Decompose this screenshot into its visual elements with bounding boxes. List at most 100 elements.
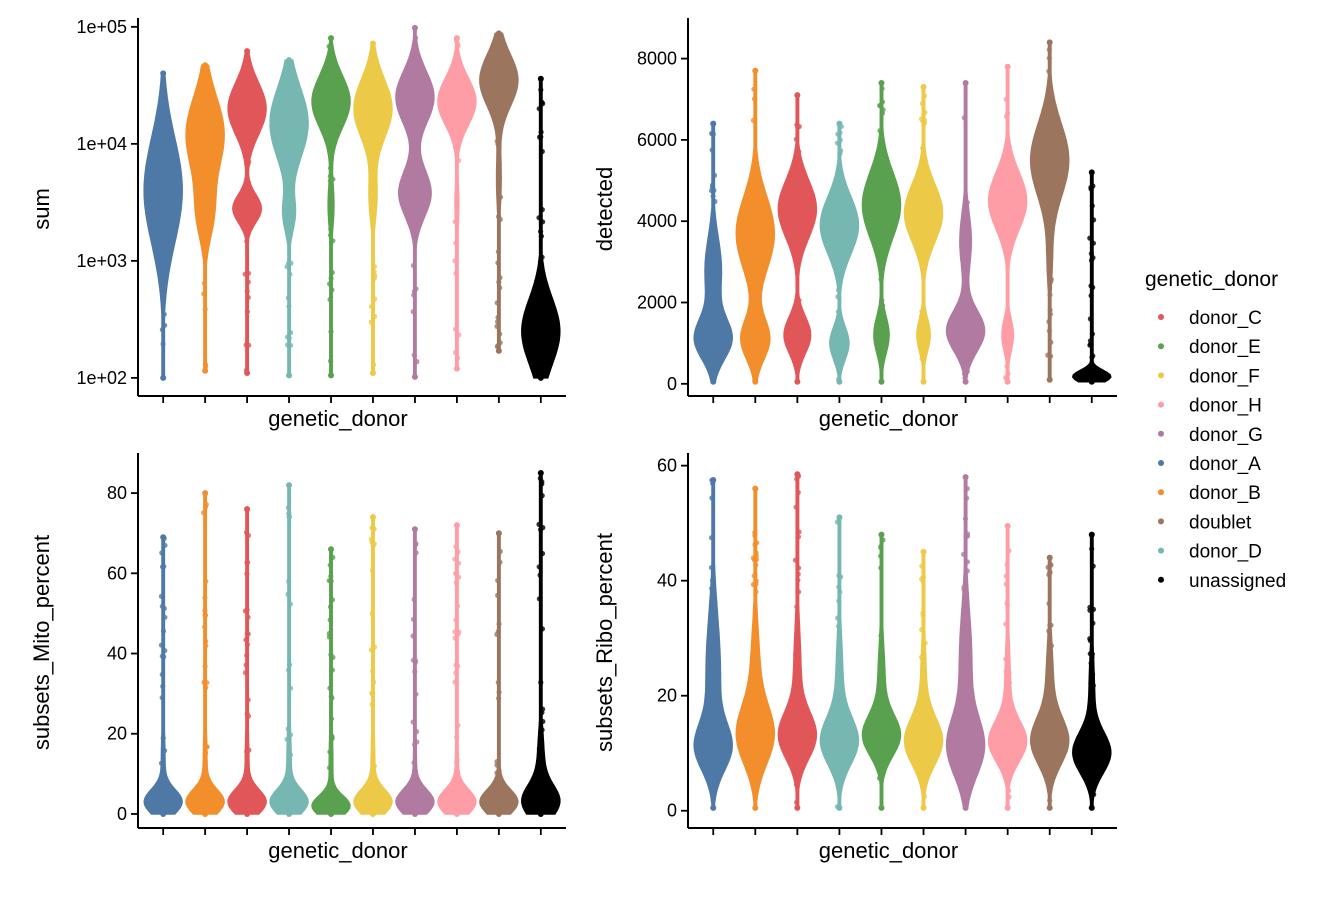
violin-point [412, 232, 418, 238]
violin-points [1045, 554, 1055, 811]
violin-point [452, 679, 458, 685]
violin-max-point [160, 70, 167, 77]
violin-point [1003, 573, 1009, 579]
violin-point [919, 313, 925, 319]
violin-point [838, 250, 845, 256]
violin-point [287, 271, 293, 277]
violin-point [1087, 604, 1093, 610]
violin-point [203, 504, 209, 510]
violin-point [328, 358, 334, 364]
violin-point [753, 562, 759, 568]
violin-point [371, 97, 377, 103]
violin-point [328, 127, 334, 133]
violin-point [878, 272, 884, 278]
violin-point [452, 349, 459, 356]
violin-point [287, 685, 294, 691]
violin-point [328, 652, 334, 658]
violin-point [453, 271, 459, 277]
violin-point [159, 671, 165, 678]
violin-point [453, 580, 459, 586]
violin-point [285, 789, 291, 795]
violin-point [1088, 773, 1094, 780]
violin-point [455, 355, 461, 361]
violin-point [964, 559, 971, 565]
violin-point [794, 604, 800, 610]
legend-title: genetic_donor [1145, 268, 1278, 291]
y-tick-label: 1e+04 [76, 134, 127, 154]
violin-point [880, 537, 886, 543]
violin-doublet [479, 530, 519, 817]
violin-point [877, 155, 883, 161]
violin-point [1004, 600, 1010, 606]
violin-min-point [411, 810, 418, 817]
violin-point [878, 748, 884, 754]
violin-point [369, 701, 375, 708]
violin-point [201, 165, 207, 171]
violin-point [963, 260, 970, 266]
violin-point [919, 100, 926, 107]
y-tick-label: 2000 [637, 293, 677, 313]
violin-point [879, 761, 886, 767]
violin-point [285, 334, 291, 340]
violin-point [369, 107, 375, 113]
violin-max-point [836, 120, 843, 127]
legend-swatch [1158, 460, 1164, 466]
violin-point [837, 644, 843, 650]
violin-min-point [160, 810, 167, 817]
violin-min-point [1046, 804, 1053, 811]
violin-point [710, 326, 716, 332]
violin-point [158, 807, 164, 813]
violin-doublet [479, 30, 519, 354]
violin-point [160, 79, 166, 85]
violin-body [903, 551, 944, 809]
violin-point [286, 514, 292, 520]
violin-point [201, 154, 207, 160]
violin-point [327, 74, 333, 80]
violin-point [162, 182, 168, 188]
violin-point [200, 775, 206, 781]
violin-point [159, 550, 165, 556]
violin-point [709, 778, 715, 785]
violin-point [540, 101, 546, 107]
violin-point [879, 99, 886, 105]
violin-point [538, 228, 544, 235]
violin-point [836, 584, 842, 590]
violin-point [878, 240, 885, 247]
violin-point [795, 299, 801, 305]
violin-point [412, 103, 418, 109]
violin-point [751, 279, 758, 285]
violin-point [1003, 752, 1009, 759]
violin-donor_B [735, 67, 776, 385]
violin-donor_H [987, 523, 1028, 811]
violin-point [963, 303, 969, 309]
violin-point [836, 326, 842, 332]
violin-point [710, 303, 716, 309]
violin-point [834, 140, 841, 146]
violin-donor_F [903, 84, 944, 385]
legend-swatch [1158, 518, 1164, 525]
violin-points [368, 514, 378, 817]
violin-max-point [453, 35, 460, 42]
violin-point [453, 544, 459, 550]
y-tick-label: 1e+02 [76, 368, 127, 388]
violin-min-point [202, 367, 209, 374]
violin-point [540, 718, 546, 725]
violin-point [158, 642, 165, 648]
violin-point [246, 747, 252, 753]
violin-max-point [920, 84, 927, 91]
violin-point [793, 160, 800, 166]
violin-points [1087, 531, 1097, 811]
violin-point [371, 269, 377, 275]
violin-max-point [411, 24, 418, 31]
violin-point [288, 342, 294, 348]
violin-point [962, 235, 968, 241]
violin-point [369, 525, 375, 531]
violin-point [327, 281, 333, 287]
violin-point [1046, 328, 1052, 334]
violin-min-point [1088, 378, 1095, 385]
legend-label: donor_E [1189, 337, 1261, 358]
violin-point [1004, 561, 1010, 568]
violin-point [1089, 654, 1095, 660]
violin-point [919, 772, 925, 778]
violin-donor_H [437, 35, 477, 372]
